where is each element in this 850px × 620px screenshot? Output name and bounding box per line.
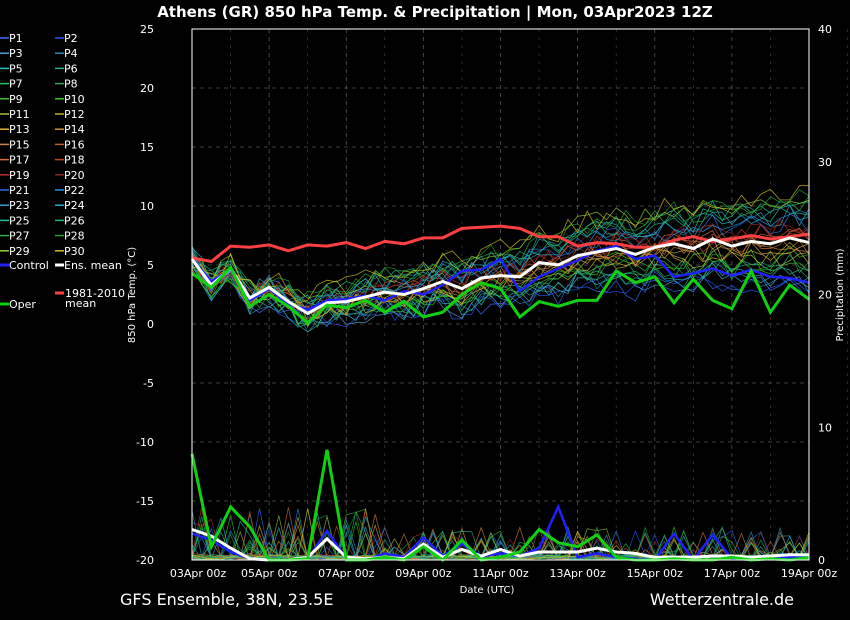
- x-tick-label: 07Apr 00z: [318, 567, 375, 580]
- y-tick-label: 25: [140, 23, 154, 36]
- footer-model: GFS Ensemble, 38N, 23.5E: [120, 590, 333, 609]
- member-precip-line: [191, 531, 810, 561]
- legend-label: P21: [9, 184, 30, 197]
- x-axis-ticks: 03Apr 00z 05Apr 00z 07Apr 00z 09Apr 00z 11Ap…: [170, 567, 838, 580]
- y-tick-label: -10: [136, 436, 154, 449]
- chart-title: Athens (GR) 850 hPa Temp. & Precipitatio…: [157, 3, 713, 22]
- y-axis-right-ticks: 40 30 20 10 0: [818, 23, 832, 567]
- x-tick-label: 09Apr 00z: [395, 567, 452, 580]
- member-temp-line: [191, 205, 810, 306]
- temp-line-ens-mean: [190, 236, 810, 316]
- legend-label: Ens. mean: [64, 259, 122, 272]
- legend-label: P26: [64, 214, 85, 227]
- legend-label: P13: [9, 123, 30, 136]
- temp-line-1981-2010-mean: [191, 224, 810, 264]
- legend-label: P22: [64, 184, 85, 197]
- legend-label: 1981-2010 mean: [65, 287, 125, 310]
- legend-label: P11: [9, 108, 30, 121]
- y-tick-label: 20: [140, 82, 154, 95]
- y-right-tick-label: 0: [818, 554, 825, 567]
- legend-label: P14: [64, 123, 85, 136]
- legend-label: P7: [9, 78, 23, 91]
- legend-label: P8: [64, 78, 78, 91]
- legend-label: P19: [9, 169, 30, 182]
- member-temp-line: [191, 253, 810, 328]
- y-tick-label: -20: [136, 554, 154, 567]
- x-tick-label: 05Apr 00z: [241, 567, 298, 580]
- legend-label: P17: [9, 154, 30, 167]
- legend-label: Oper: [9, 298, 36, 311]
- legend: P1 P2 P3 P4 P5 P6 P7 P8 P9 P10 P11 P12 P13 P14 P15 P16 P…: [0, 32, 125, 311]
- x-tick-label: 03Apr 00z: [170, 567, 227, 580]
- y-axis-ticks: 25 20 15 10 5 0 -5 -10 -15 -20: [136, 23, 154, 567]
- legend-label: P25: [9, 214, 30, 227]
- x-tick-label: 19Apr 00z: [781, 567, 838, 580]
- legend-label: P2: [64, 32, 78, 45]
- legend-label: P23: [9, 199, 30, 212]
- x-axis-label: Date (UTC): [460, 585, 515, 596]
- legend-label: P3: [9, 47, 23, 60]
- y-tick-label: 0: [147, 318, 154, 331]
- member-temp-line: [191, 259, 810, 328]
- member-temp-line: [191, 199, 810, 299]
- plot-frame: [191, 28, 810, 561]
- legend-label: P12: [64, 108, 85, 121]
- grid: [191, 28, 848, 561]
- y-tick-label: 10: [140, 200, 154, 213]
- legend-label: P20: [64, 169, 85, 182]
- legend-label: P15: [9, 138, 30, 151]
- legend-label: P9: [9, 93, 23, 106]
- x-tick-label: 13Apr 00z: [549, 567, 606, 580]
- x-tick-label: 11Apr 00z: [472, 567, 529, 580]
- y-axis-right-label: Precipitation (mm): [835, 248, 846, 341]
- x-tick-label: 17Apr 00z: [704, 567, 761, 580]
- legend-label: P24: [64, 199, 85, 212]
- member-temp-line: [191, 199, 810, 314]
- legend-label: P18: [64, 154, 85, 167]
- y-right-tick-label: 30: [818, 156, 832, 169]
- legend-label: P4: [64, 47, 78, 60]
- footer-source: Wetterzentrale.de: [650, 590, 794, 609]
- legend-label: P6: [64, 62, 78, 75]
- legend-label: P27: [9, 230, 30, 243]
- temp-line-oper: [191, 264, 810, 325]
- y-tick-label: -15: [136, 495, 154, 508]
- legend-label: Control: [9, 259, 49, 272]
- member-temp-line: [191, 185, 809, 304]
- legend-label: P30: [64, 245, 85, 258]
- y-tick-label: 15: [140, 141, 154, 154]
- legend-label: P16: [64, 138, 85, 151]
- y-tick-label: -5: [143, 377, 154, 390]
- y-right-tick-label: 20: [818, 289, 832, 302]
- y-axis-label: 850 hPa Temp. (°C): [127, 247, 138, 343]
- legend-label: P28: [64, 230, 85, 243]
- legend-label: P29: [9, 245, 30, 258]
- legend-label: P1: [9, 32, 23, 45]
- x-tick-label: 15Apr 00z: [627, 567, 684, 580]
- y-tick-label: 5: [147, 259, 154, 272]
- legend-label: P10: [64, 93, 85, 106]
- member-temp-line: [191, 241, 810, 319]
- y-right-tick-label: 40: [818, 23, 832, 36]
- y-right-tick-label: 10: [818, 421, 832, 434]
- member-temp-line: [191, 245, 810, 326]
- legend-label: P5: [9, 62, 23, 75]
